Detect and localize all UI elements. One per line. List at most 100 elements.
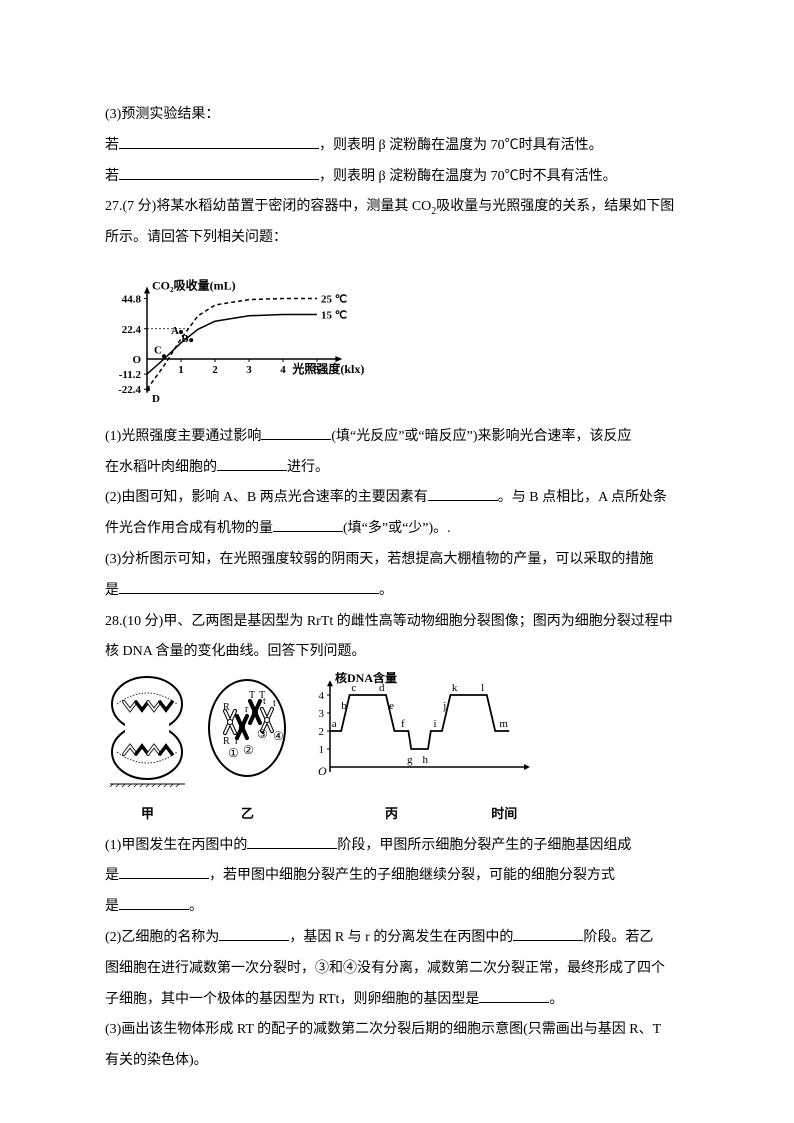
co2-chart: 44.822.4O-11.2-22.412345CO₂吸收量(mL)光照强度(k…	[105, 254, 689, 422]
svg-text:44.8: 44.8	[122, 294, 142, 306]
svg-text:O: O	[318, 764, 327, 778]
text: 。	[549, 992, 563, 1007]
text: 在水稻叶肉细胞的	[105, 460, 217, 475]
svg-text:m: m	[499, 718, 508, 730]
svg-text:c: c	[351, 682, 356, 694]
svg-text:25 ℃: 25 ℃	[321, 294, 347, 306]
svg-text:h: h	[422, 754, 428, 766]
blank[interactable]	[428, 486, 498, 501]
svg-text:C: C	[154, 344, 162, 356]
svg-text:3: 3	[246, 364, 252, 376]
caption-bing: 丙 时间	[305, 800, 540, 829]
q27-intro2: 所示。请回答下列相关问题：	[105, 223, 689, 254]
q26-l3: 若 ，则表明 β 淀粉酶在温度为 70℃时不具有活性。	[105, 162, 689, 193]
svg-text:1: 1	[178, 364, 184, 376]
q28-2: (2)乙细胞的名称为，基因 R 与 r 的分离发生在丙图中的阶段。若乙	[105, 923, 689, 954]
blank[interactable]	[273, 517, 343, 532]
blank[interactable]	[247, 834, 337, 849]
svg-text:2: 2	[212, 364, 218, 376]
blank[interactable]	[119, 165, 319, 180]
blank[interactable]	[119, 579, 379, 594]
text: (填“多”或“少”)。.	[343, 521, 451, 536]
q26-l2: 若，则表明 β 淀粉酶在温度为 70℃时具有活性。	[105, 131, 689, 162]
svg-text:T: T	[249, 690, 255, 701]
blank[interactable]	[513, 926, 583, 941]
text: 丙	[385, 806, 398, 821]
svg-text:t: t	[273, 698, 276, 709]
q28-2c: 子细胞，其中一个极体的基因型为 RTt，则卵细胞的基因型是 。	[105, 985, 689, 1016]
svg-text:j: j	[442, 700, 446, 712]
blank[interactable]	[119, 895, 189, 910]
svg-text:B: B	[181, 333, 189, 345]
text: (1)光照强度主要通过影响	[105, 429, 261, 444]
svg-text:-11.2: -11.2	[119, 369, 142, 381]
svg-text:光照强度(klx): 光照强度(klx)	[291, 361, 364, 376]
text: 是	[105, 868, 119, 883]
svg-text:1: 1	[319, 744, 325, 756]
text: 。与 B 点相比，A 点所处条	[498, 490, 667, 505]
q28-3: (3)画出该生物体形成 RT 的配子的减数第二次分裂后期的细胞示意图(只需画出与…	[105, 1015, 689, 1046]
blank[interactable]	[479, 988, 549, 1003]
text: 时间	[491, 806, 517, 821]
svg-text:g: g	[407, 754, 413, 766]
text: 阶段。若乙	[583, 930, 653, 945]
q26-l1: (3)预测实验结果：	[105, 100, 689, 131]
text: (2)乙细胞的名称为	[105, 930, 219, 945]
cell-jia-wrap: 甲	[105, 672, 190, 828]
text: (填“光反应”或“暗反应”)来影响光合速率，该反应	[331, 429, 631, 444]
svg-text:d: d	[379, 682, 385, 694]
text: 进行。	[287, 460, 329, 475]
q27-2: (2)由图可知，影响 A、B 两点光合速率的主要因素有。与 B 点相比，A 点所…	[105, 483, 689, 514]
blank[interactable]	[119, 134, 319, 149]
svg-text:l: l	[481, 682, 484, 694]
svg-text:R: R	[223, 702, 230, 713]
blank[interactable]	[119, 864, 209, 879]
svg-text:i: i	[433, 718, 436, 730]
text: ，则表明 β 淀粉酶在温度为 70℃时不具有活性。	[319, 169, 617, 184]
text: 是	[105, 583, 119, 598]
text: 件光合作用合成有机物的量	[105, 521, 273, 536]
svg-text:f: f	[401, 718, 405, 730]
blank[interactable]	[217, 456, 287, 471]
text: 是	[105, 899, 119, 914]
text: ，若甲图中细胞分裂产生的子细胞继续分裂，可能的细胞分裂方式	[209, 868, 615, 883]
text: 27.(7 分)将某水稻幼苗置于密闭的容器中，测量其 CO	[105, 199, 431, 214]
svg-text:2: 2	[319, 726, 325, 738]
text: 若	[105, 169, 119, 184]
svg-text:③: ③	[257, 727, 268, 741]
svg-text:b: b	[341, 700, 347, 712]
q27-1: (1)光照强度主要通过影响 (填“光反应”或“暗反应”)来影响光合速率，该反应	[105, 422, 689, 453]
svg-text:3: 3	[319, 708, 325, 720]
svg-text:-22.4: -22.4	[118, 384, 141, 396]
svg-text:r: r	[245, 704, 249, 715]
text: 。	[189, 899, 203, 914]
q27-1b: 在水稻叶肉细胞的 进行。	[105, 453, 689, 484]
q28-2b: 图细胞在进行减数第一次分裂时，③和④没有分离，减数第二次分裂正常，最终形成了四个	[105, 954, 689, 985]
dna-chart-wrap: O1234核DNA含量abcdefghijklm 丙 时间	[305, 672, 540, 828]
text: 吸收量与光照强度的关系，结果如下图	[436, 199, 674, 214]
text: 。	[379, 583, 393, 598]
svg-text:t: t	[263, 696, 266, 707]
svg-text:22.4: 22.4	[122, 324, 142, 336]
svg-text:15 ℃: 15 ℃	[321, 309, 347, 321]
svg-text:D: D	[152, 393, 160, 405]
cell-yi-wrap: RrRrTTtt①②③④ 乙	[205, 672, 290, 828]
svg-text:4: 4	[319, 690, 325, 702]
blank[interactable]	[261, 425, 331, 440]
svg-text:O: O	[132, 354, 141, 366]
text: 阶段，甲图所示细胞分裂产生的子细胞基因组成	[337, 838, 631, 853]
svg-text:e: e	[389, 700, 394, 712]
q28-intro2: 核 DNA 含量的变化曲线。回答下列问题。	[105, 637, 689, 668]
q28-1b: 是 ，若甲图中细胞分裂产生的子细胞继续分裂，可能的细胞分裂方式	[105, 861, 689, 892]
svg-text:②: ②	[243, 743, 254, 757]
blank[interactable]	[219, 926, 289, 941]
svg-text:④: ④	[273, 729, 284, 743]
text: 子细胞，其中一个极体的基因型为 RTt，则卵细胞的基因型是	[105, 992, 479, 1007]
q28-figures: 甲 RrRrTTtt①②③④ 乙 O1234核DNA含量abcdefghijkl…	[105, 672, 689, 828]
text: ，则表明 β 淀粉酶在温度为 70℃时具有活性。	[319, 138, 603, 153]
q27-3b: 是。	[105, 576, 689, 607]
q27-3: (3)分析图示可知，在光照强度较弱的阴雨天，若想提高大棚植物的产量，可以采取的措…	[105, 545, 689, 576]
caption-jia: 甲	[105, 800, 190, 829]
svg-text:a: a	[332, 718, 337, 730]
caption-yi: 乙	[205, 800, 290, 829]
